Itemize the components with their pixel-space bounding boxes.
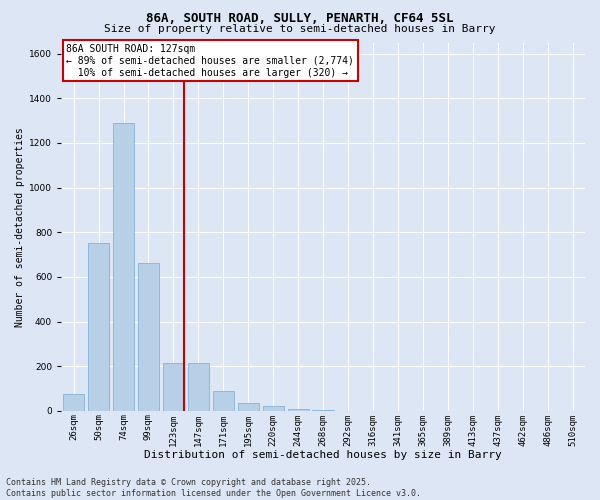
Bar — [63, 394, 84, 411]
Y-axis label: Number of semi-detached properties: Number of semi-detached properties — [15, 127, 25, 326]
Text: Size of property relative to semi-detached houses in Barry: Size of property relative to semi-detach… — [104, 24, 496, 34]
Text: Contains HM Land Registry data © Crown copyright and database right 2025.
Contai: Contains HM Land Registry data © Crown c… — [6, 478, 421, 498]
Bar — [138, 264, 159, 411]
X-axis label: Distribution of semi-detached houses by size in Barry: Distribution of semi-detached houses by … — [144, 450, 502, 460]
Bar — [238, 403, 259, 411]
Bar — [213, 390, 234, 411]
Bar — [313, 410, 334, 411]
Bar — [113, 123, 134, 411]
Bar — [88, 244, 109, 411]
Bar — [287, 408, 309, 411]
Text: 86A SOUTH ROAD: 127sqm
← 89% of semi-detached houses are smaller (2,774)
  10% o: 86A SOUTH ROAD: 127sqm ← 89% of semi-det… — [67, 44, 355, 78]
Bar — [263, 406, 284, 411]
Bar — [163, 363, 184, 411]
Text: 86A, SOUTH ROAD, SULLY, PENARTH, CF64 5SL: 86A, SOUTH ROAD, SULLY, PENARTH, CF64 5S… — [146, 12, 454, 26]
Bar — [188, 363, 209, 411]
